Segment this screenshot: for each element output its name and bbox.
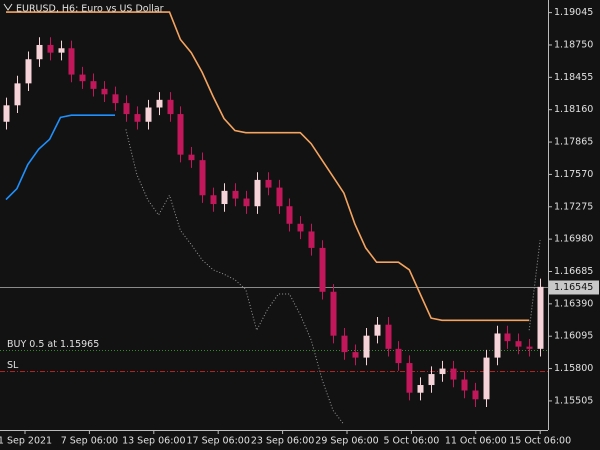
candle-body bbox=[25, 59, 32, 84]
x-tick-label: 11 Oct 06:00 bbox=[445, 436, 507, 447]
candle-body bbox=[167, 99, 174, 115]
candle-body bbox=[79, 74, 86, 82]
last-price-box bbox=[549, 280, 599, 295]
chart-title: EURUSD, H6: Euro vs US Dollar bbox=[16, 4, 164, 15]
candle-body bbox=[483, 357, 490, 400]
candle-body bbox=[276, 187, 283, 207]
candle-body bbox=[319, 247, 326, 292]
x-tick-label: 13 Sep 06:00 bbox=[122, 436, 185, 447]
candle-body bbox=[199, 160, 206, 196]
candle-body bbox=[14, 83, 21, 106]
candle-body bbox=[36, 44, 43, 60]
candle-body bbox=[221, 190, 228, 205]
candle-body bbox=[123, 103, 130, 115]
x-tick-label: 15 Oct 06:00 bbox=[509, 436, 571, 447]
candle-body bbox=[439, 368, 446, 375]
y-tick-label: 1.19045 bbox=[554, 7, 593, 18]
x-tick-label: 23 Sep 06:00 bbox=[251, 436, 314, 447]
x-tick-label: 1 Sep 2021 bbox=[0, 436, 52, 447]
y-tick-label: 1.18750 bbox=[554, 39, 593, 50]
candle-body bbox=[47, 44, 54, 53]
candle-body bbox=[472, 390, 479, 400]
candle-body bbox=[330, 291, 337, 336]
candle-body bbox=[3, 105, 10, 122]
x-tick-label: 17 Sep 06:00 bbox=[186, 436, 249, 447]
y-tick-label: 1.17570 bbox=[554, 169, 593, 180]
candle-body bbox=[537, 286, 544, 349]
y-tick-label: 1.15800 bbox=[554, 363, 593, 374]
candle-body bbox=[265, 179, 272, 188]
level-label: BUY 0.5 at 1.15965 bbox=[7, 339, 99, 350]
candle-body bbox=[58, 48, 65, 53]
candle-body bbox=[374, 324, 381, 336]
x-tick-label: 5 Oct 06:00 bbox=[383, 436, 439, 447]
candle-body bbox=[297, 223, 304, 232]
candle-body bbox=[526, 346, 533, 349]
x-tick-label: 29 Sep 06:00 bbox=[315, 436, 378, 447]
candle-body bbox=[352, 352, 359, 358]
candle-body bbox=[232, 190, 239, 199]
indicator-line bbox=[125, 129, 541, 425]
plot-area bbox=[0, 11, 548, 425]
candle-body bbox=[188, 154, 195, 161]
candle-body bbox=[156, 99, 163, 108]
candle-body bbox=[210, 195, 217, 205]
candle-body bbox=[406, 363, 413, 393]
candle-body bbox=[145, 107, 152, 122]
level-label: SL bbox=[7, 360, 19, 371]
last-price-label: 1.16545 bbox=[554, 282, 593, 293]
candle-body bbox=[504, 333, 511, 342]
indicator-line bbox=[6, 11, 530, 322]
indicator-line bbox=[5, 114, 115, 201]
candle-body bbox=[461, 379, 468, 391]
x-tick-label: 7 Sep 06:00 bbox=[61, 436, 118, 447]
y-tick-label: 1.16095 bbox=[554, 331, 593, 342]
candle-body bbox=[515, 341, 522, 347]
y-tick-label: 1.18160 bbox=[554, 104, 593, 115]
candle-body bbox=[417, 385, 424, 393]
candle-body bbox=[90, 81, 97, 89]
y-tick-label: 1.15505 bbox=[554, 395, 593, 406]
candle-body bbox=[428, 374, 435, 386]
candle-body bbox=[177, 114, 184, 155]
symbol-icon bbox=[3, 3, 13, 11]
y-tick-label: 1.16390 bbox=[554, 298, 593, 309]
candle-body bbox=[494, 333, 501, 358]
candle-body bbox=[254, 179, 261, 207]
candle-body bbox=[286, 206, 293, 224]
y-tick-label: 1.18455 bbox=[554, 72, 593, 83]
candle-body bbox=[363, 335, 370, 358]
y-tick-label: 1.16685 bbox=[554, 266, 593, 277]
candle-body bbox=[385, 324, 392, 349]
candle-body bbox=[308, 231, 315, 248]
candle-body bbox=[395, 348, 402, 364]
candle-body bbox=[341, 335, 348, 353]
candle-body bbox=[101, 88, 108, 95]
candle-body bbox=[243, 198, 250, 207]
candle-body bbox=[134, 114, 141, 122]
candle-body bbox=[450, 368, 457, 380]
candle-body bbox=[68, 48, 75, 75]
y-tick-label: 1.17865 bbox=[554, 137, 593, 148]
candle-body bbox=[112, 94, 119, 104]
y-tick-label: 1.16980 bbox=[554, 234, 593, 245]
y-tick-label: 1.17275 bbox=[554, 201, 593, 212]
